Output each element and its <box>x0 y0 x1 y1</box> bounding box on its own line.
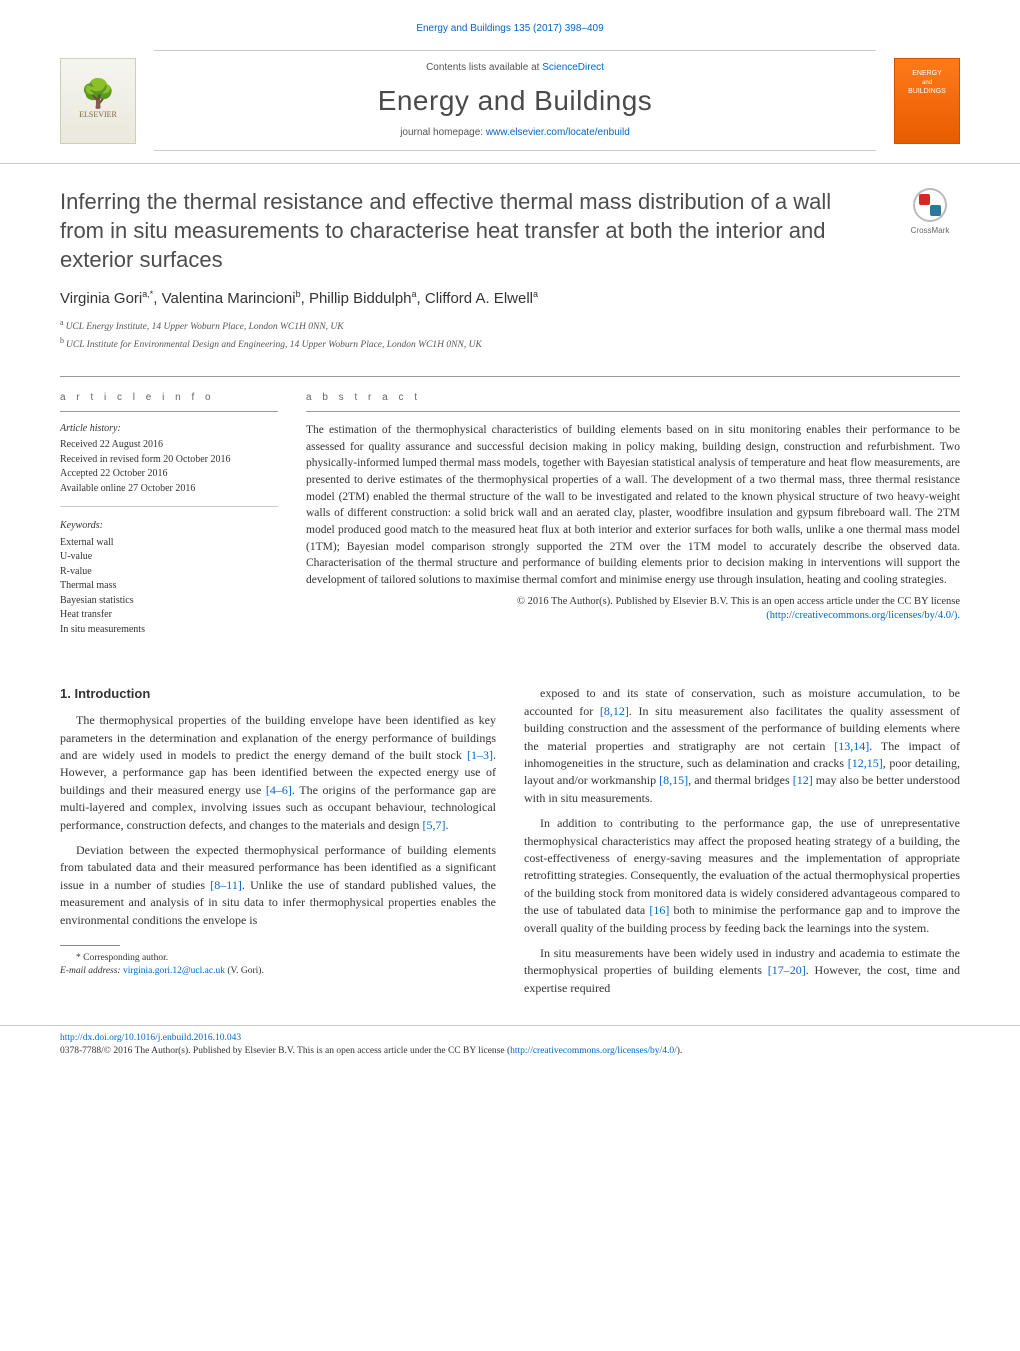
contents-prefix: Contents lists available at <box>426 62 542 73</box>
info-abstract-row: a r t i c l e i n f o Article history: R… <box>60 376 960 672</box>
body-paragraph: exposed to and its state of conservation… <box>524 685 960 807</box>
author-email[interactable]: virginia.gori.12@ucl.ac.uk <box>123 966 225 976</box>
copyright-text: © 2016 The Author(s). Published by Elsev… <box>517 596 960 607</box>
email-label: E-mail address: <box>60 966 123 976</box>
body-columns: 1. Introduction The thermophysical prope… <box>0 671 1020 1015</box>
corresponding-author-note: * Corresponding author. E-mail address: … <box>60 952 496 979</box>
elsevier-logo: 🌳 ELSEVIER <box>60 58 136 144</box>
keywords-block: Keywords: External wallU-valueR-valueThe… <box>60 519 278 647</box>
citation-ref[interactable]: [16] <box>649 903 669 917</box>
citation-text: Energy and Buildings 135 (2017) 398–409 <box>416 23 603 34</box>
affiliation-list: a UCL Energy Institute, 14 Upper Woburn … <box>60 317 960 352</box>
keyword: Bayesian statistics <box>60 594 278 609</box>
article-history-block: Article history: Received 22 August 2016… <box>60 422 278 508</box>
author-affil-marker: a <box>533 289 538 299</box>
abstract-label: a b s t r a c t <box>306 391 960 412</box>
sciencedirect-link[interactable]: ScienceDirect <box>542 62 604 73</box>
author-affil-marker: a <box>412 289 417 299</box>
history-line: Available online 27 October 2016 <box>60 482 278 497</box>
cover-word-1: ENERGY <box>912 69 942 79</box>
homepage-line: journal homepage: www.elsevier.com/locat… <box>154 126 876 140</box>
cover-word-and: and <box>922 79 932 87</box>
keyword: In situ measurements <box>60 623 278 638</box>
cover-word-2: BUILDINGS <box>908 87 946 97</box>
citation-ref[interactable]: [13,14] <box>834 739 869 753</box>
body-col-left: 1. Introduction The thermophysical prope… <box>60 685 496 1005</box>
page-footer: http://dx.doi.org/10.1016/j.enbuild.2016… <box>0 1025 1020 1079</box>
issn-close: ). <box>677 1046 683 1056</box>
article-info-label: a r t i c l e i n f o <box>60 391 278 412</box>
citation-ref[interactable]: [4–6] <box>266 783 292 797</box>
keyword: External wall <box>60 536 278 551</box>
abstract-col: a b s t r a c t The estimation of the th… <box>306 391 960 660</box>
keyword: U-value <box>60 550 278 565</box>
citation-ref[interactable]: [8,15] <box>659 773 688 787</box>
citation-ref[interactable]: [12] <box>793 773 813 787</box>
author: Valentina Marincionib <box>162 290 301 307</box>
journal-name: Energy and Buildings <box>154 81 876 120</box>
crossmark-label: CrossMark <box>911 226 950 235</box>
footer-license-link[interactable]: http://creativecommons.org/licenses/by/4… <box>510 1046 677 1056</box>
keyword: Heat transfer <box>60 608 278 623</box>
history-line: Received 22 August 2016 <box>60 438 278 453</box>
elsevier-tree-icon: 🌳 <box>81 81 116 109</box>
article-info-col: a r t i c l e i n f o Article history: R… <box>60 391 278 660</box>
email-suffix: (V. Gori). <box>225 966 264 976</box>
citation-ref[interactable]: [17–20] <box>768 963 806 977</box>
affiliation: a UCL Energy Institute, 14 Upper Woburn … <box>60 317 960 334</box>
author: Virginia Goria,* <box>60 290 153 307</box>
crossmark-icon <box>913 188 947 222</box>
author: Phillip Biddulpha <box>309 290 417 307</box>
corr-marker: * Corresponding author. <box>76 953 168 963</box>
running-head: Energy and Buildings 135 (2017) 398–409 <box>0 0 1020 42</box>
body-col-right: exposed to and its state of conservation… <box>524 685 960 1005</box>
abstract-text: The estimation of the thermophysical cha… <box>306 422 960 589</box>
author-list: Virginia Goria,*, Valentina Marincionib,… <box>60 288 960 309</box>
body-paragraph: The thermophysical properties of the bui… <box>60 712 496 834</box>
history-line: Received in revised form 20 October 2016 <box>60 453 278 468</box>
journal-cover-icon: ENERGY and BUILDINGS <box>894 58 960 144</box>
publisher-name: ELSEVIER <box>79 109 117 120</box>
crossmark-badge[interactable]: CrossMark <box>900 188 960 236</box>
body-paragraph: Deviation between the expected thermophy… <box>60 842 496 929</box>
journal-banner: 🌳 ELSEVIER Contents lists available at S… <box>0 42 1020 164</box>
banner-center: Contents lists available at ScienceDirec… <box>154 50 876 151</box>
citation-ref[interactable]: [12,15] <box>848 756 883 770</box>
citation-ref[interactable]: [8,12] <box>600 704 629 718</box>
keyword: Thermal mass <box>60 579 278 594</box>
author: Clifford A. Elwella <box>425 290 538 307</box>
article-head: CrossMark Inferring the thermal resistan… <box>0 164 1020 362</box>
article-title: Inferring the thermal resistance and eff… <box>60 188 960 274</box>
author-affil-marker: a,* <box>142 289 153 299</box>
issn-copyright: 0378-7788/© 2016 The Author(s). Publishe… <box>60 1046 510 1056</box>
citation-ref[interactable]: [5,7] <box>423 818 446 832</box>
author-affil-marker: b <box>296 289 301 299</box>
abstract-copyright: © 2016 The Author(s). Published by Elsev… <box>306 595 960 624</box>
history-line: Accepted 22 October 2016 <box>60 467 278 482</box>
homepage-url[interactable]: www.elsevier.com/locate/enbuild <box>486 127 630 138</box>
citation-ref[interactable]: [1–3] <box>467 748 493 762</box>
doi-link[interactable]: http://dx.doi.org/10.1016/j.enbuild.2016… <box>60 1033 241 1043</box>
section-heading-intro: 1. Introduction <box>60 685 496 704</box>
keywords-heading: Keywords: <box>60 519 278 534</box>
homepage-prefix: journal homepage: <box>400 127 486 138</box>
body-paragraph: In situ measurements have been widely us… <box>524 945 960 997</box>
affiliation: b UCL Institute for Environmental Design… <box>60 335 960 352</box>
license-link[interactable]: (http://creativecommons.org/licenses/by/… <box>766 610 960 621</box>
footnote-separator <box>60 945 120 946</box>
keyword: R-value <box>60 565 278 580</box>
contents-line: Contents lists available at ScienceDirec… <box>154 61 876 75</box>
citation-ref[interactable]: [8–11] <box>210 878 242 892</box>
history-heading: Article history: <box>60 422 278 437</box>
body-paragraph: In addition to contributing to the perfo… <box>524 815 960 937</box>
